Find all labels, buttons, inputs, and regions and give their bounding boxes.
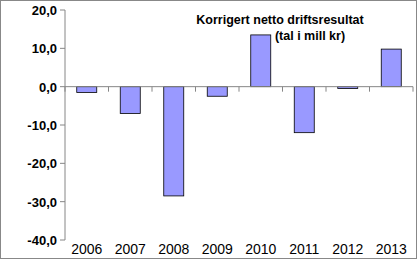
y-tick [60, 48, 65, 49]
x-tick [369, 87, 370, 92]
y-tick-label: 10,0 [32, 41, 57, 56]
y-tick-label: -40,0 [27, 233, 57, 248]
chart-border [1, 1, 417, 259]
y-tick-label: 20,0 [32, 3, 57, 18]
bar [164, 87, 184, 196]
x-tick [195, 87, 196, 92]
x-tick-label: 2009 [202, 241, 233, 257]
x-tick-label: 2008 [158, 241, 189, 257]
x-tick [413, 87, 414, 92]
subtitle: (tal i mill kr) [275, 29, 345, 43]
x-tick [239, 87, 240, 92]
bar [207, 87, 227, 97]
bar [120, 87, 140, 114]
bar [251, 35, 271, 87]
y-tick [60, 201, 65, 202]
x-tick [326, 87, 327, 92]
y-axis [65, 10, 66, 240]
y-tick [60, 86, 65, 87]
bars [77, 35, 402, 196]
x-tick-label: 2013 [376, 241, 407, 257]
y-tick [60, 10, 65, 11]
x-tick-label: 2007 [115, 241, 146, 257]
bar [381, 49, 401, 87]
y-tick-label: -20,0 [27, 156, 57, 171]
title: Korrigert netto driftsresultat [196, 13, 364, 27]
y-tick [60, 240, 65, 241]
bar [77, 87, 97, 93]
x-tick-label: 2006 [71, 241, 102, 257]
y-tick-label: -10,0 [27, 118, 57, 133]
y-tick-label: 0,0 [39, 80, 57, 95]
x-tick [282, 87, 283, 92]
x-tick-label: 2011 [289, 241, 319, 257]
y-tick [60, 125, 65, 126]
chart: -40,0 -30,0 -20,0 -10,0 0,0 10,0 20,0 2006 2007 2… [0, 0, 417, 259]
x-tick-label: 2012 [332, 241, 363, 257]
bar [294, 87, 314, 133]
x-tick [65, 87, 66, 92]
x-tick-label: 2010 [245, 241, 276, 257]
x-tick [152, 87, 153, 92]
x-tick [108, 87, 109, 92]
y-tick-label: -30,0 [27, 195, 57, 210]
y-tick [60, 163, 65, 164]
